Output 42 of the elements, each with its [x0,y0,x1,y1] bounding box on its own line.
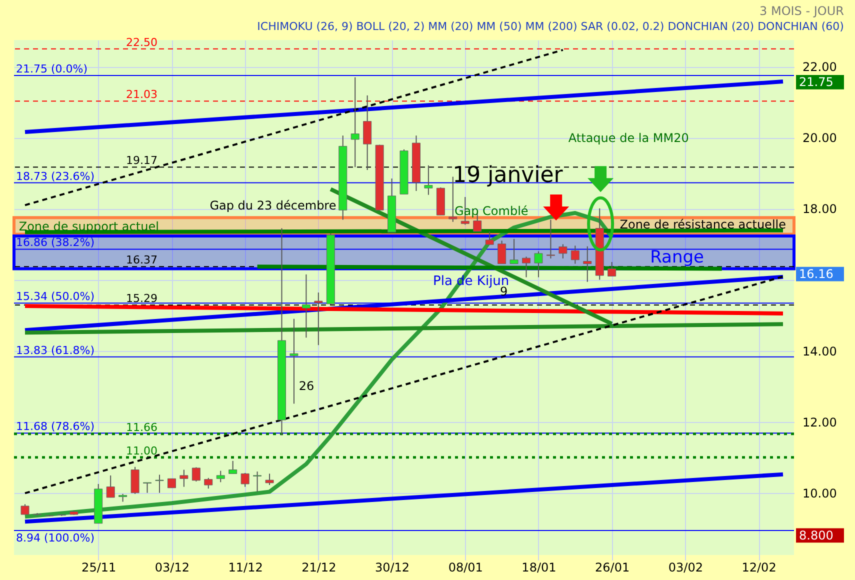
ref-line-label: 15.29 [126,292,158,305]
ref-line-label: 19.17 [126,154,158,168]
x-tick-label: 11/12 [228,560,263,574]
y-tick-label: 12.00 [802,415,837,430]
x-tick-label: 26/01 [595,560,630,574]
annotation: Zone de support actuel [18,219,159,234]
ref-line-label: 11.00 [126,444,158,458]
ref-line-label: 11.68 (78.6%) [16,420,95,434]
x-tick-label: 03/02 [668,560,703,574]
x-tick-label: 21/12 [302,560,336,574]
y-tick-label: 20.00 [802,131,837,146]
x-tick-label: 12/02 [742,560,776,574]
ref-line-label: 16.37 [126,254,158,267]
text: 8.800 [799,528,834,542]
chart-subtitle: ICHIMOKU (26, 9) BOLL (20, 2) MM (20) MM (50) MM (200) SAR (0.02, 0.2) DONCHIAN (20) DONCHIAN (60) [257,20,844,33]
annotation: 19 janvier [452,162,564,188]
ref-line-label: 8.94 (100.0%) [16,531,95,544]
x-tick-label: 25/11 [82,560,116,574]
ref-line-label: 18.73 (23.6%) [16,170,95,183]
ref-line-label: 21.03 [126,88,158,102]
ref-line-label: 16.86 (38.2%) [16,236,95,250]
ref-line-label: 15.34 (50.0%) [16,290,95,304]
y-tick-label: 22.00 [802,60,837,74]
y-tick-label: 14.00 [802,344,837,358]
annotation: Attaque de la MM20 [568,130,689,145]
text: 16.16 [799,267,834,282]
x-tick-label: 03/12 [154,560,190,574]
x-tick-label: 08/01 [448,560,483,574]
band-label: Zone de résistance actuelle [620,218,786,232]
ref-line-label: 21.75 (0.0%) [16,62,88,76]
ref-line-label: 22.50 [126,36,158,49]
annotation: Gap du 23 décembre [210,198,336,212]
chart-title: 3 MOIS - JOUR [760,4,844,18]
band-label: Range [650,248,704,268]
annotation: 26 [298,379,314,394]
y-tick-label: 10.00 [802,486,837,500]
x-tick-label: 30/12 [374,560,410,574]
ref-line-label: 11.66 [126,420,158,434]
text: 21.75 [799,75,834,90]
ref-line-label: 13.83 (61.8%) [16,344,95,357]
y-tick-label: 18.00 [802,202,837,216]
x-tick-label: 18/01 [522,560,556,574]
